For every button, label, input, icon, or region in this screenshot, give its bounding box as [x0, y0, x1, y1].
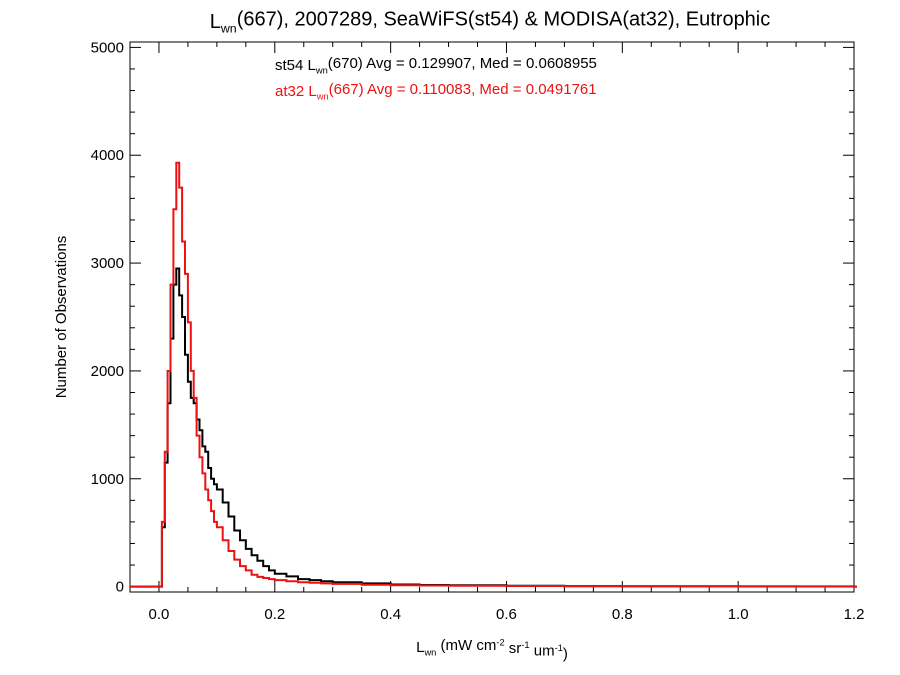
axis-ticks: 0.0 0.2 0.4 0.6 0.8 1.0 1.2 0 1000 2000 3000 4000 50… — [91, 39, 865, 623]
y-tick-label: 3000 — [91, 255, 124, 272]
text-part: ) — [563, 646, 568, 663]
text-part: um — [530, 643, 555, 660]
y-tick-label: 4000 — [91, 147, 124, 164]
text-part: sr — [505, 640, 522, 657]
text-part: L — [416, 639, 424, 656]
series-line-st54 — [130, 267, 857, 588]
subscript-part: wn — [220, 21, 237, 35]
x-tick-label: 1.0 — [728, 606, 749, 623]
y-tick-label: 5000 — [91, 39, 124, 56]
text-part: (670) Avg = 0.129907, Med = 0.0608955 — [328, 55, 597, 72]
text-part: at32 L — [275, 83, 317, 100]
text-part: (667), 2007289, SeaWiFS(st54) & MODISA(a… — [237, 8, 771, 30]
superscript-part: -1 — [521, 640, 529, 650]
x-tick-label: 0.0 — [149, 606, 170, 623]
series-group — [130, 161, 857, 588]
stat-annotation-at32: at32 Lwn​(667) Avg = 0.110083, Med = 0.0… — [275, 81, 597, 101]
stat-annotations: st54 Lwn​(670) Avg = 0.129907, Med = 0.0… — [275, 55, 597, 101]
text-part: (mW cm — [436, 637, 496, 654]
superscript-part: -1 — [555, 643, 563, 653]
text-part: st54 L — [275, 57, 316, 74]
series-line-at32 — [130, 161, 857, 588]
x-tick-label: 0.2 — [264, 606, 285, 623]
y-tick-label: 0 — [116, 579, 124, 596]
x-tick-label: 0.8 — [612, 606, 633, 623]
x-axis-label: Lwn​ (mW cm-2​ sr-1​ um-1​) — [416, 637, 568, 663]
y-axis-label: Number of Observations — [53, 236, 70, 399]
x-tick-label: 0.6 — [496, 606, 517, 623]
superscript-part: -2 — [496, 637, 504, 647]
subscript-part: wn — [316, 91, 329, 101]
x-tick-label: 0.4 — [380, 606, 401, 623]
chart-title: Lwn​(667), 2007289, SeaWiFS(st54) & MODI… — [210, 8, 771, 35]
y-tick-label: 2000 — [91, 363, 124, 380]
subscript-part: wn — [423, 647, 436, 657]
y-tick-label: 1000 — [91, 471, 124, 488]
subscript-part: wn — [315, 65, 328, 75]
text-part: (667) Avg = 0.110083, Med = 0.0491761 — [329, 81, 597, 98]
stat-annotation-st54: st54 Lwn​(670) Avg = 0.129907, Med = 0.0… — [275, 55, 597, 75]
plot-frame — [129, 41, 855, 593]
text-part: L — [210, 11, 221, 33]
x-tick-label: 1.2 — [844, 606, 865, 623]
